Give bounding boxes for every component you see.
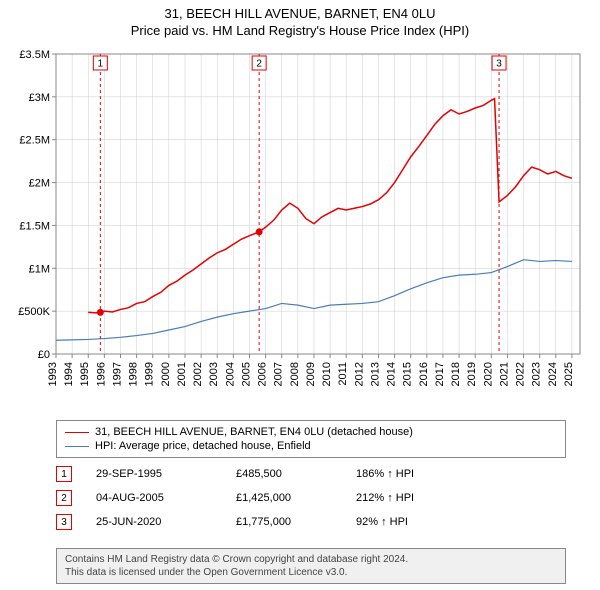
legend-item: HPI: Average price, detached house, Enfi…: [65, 439, 557, 453]
svg-text:£1M: £1M: [29, 263, 50, 275]
svg-text:2010: 2010: [321, 362, 333, 386]
legend-label: 31, BEECH HILL AVENUE, BARNET, EN4 0LU (…: [95, 426, 413, 438]
event-price: £485,500: [236, 468, 356, 480]
event-hpi: 92% ↑ HPI: [356, 516, 466, 528]
title-line1: 31, BEECH HILL AVENUE, BARNET, EN4 0LU: [0, 6, 600, 23]
chart: £0 £500K £1M £1.5M £2M £2.5M £3M £3.5M 1993 1994 1…: [0, 44, 600, 414]
svg-text:2005: 2005: [240, 362, 252, 386]
svg-text:2003: 2003: [208, 362, 220, 386]
svg-text:2012: 2012: [353, 362, 365, 386]
svg-text:1998: 1998: [128, 362, 140, 386]
svg-text:1994: 1994: [63, 362, 75, 386]
legend: 31, BEECH HILL AVENUE, BARNET, EN4 0LU (…: [56, 420, 566, 458]
svg-text:2002: 2002: [192, 362, 204, 386]
svg-text:2023: 2023: [531, 362, 543, 386]
event-row: 3 25-JUN-2020£1,775,00092% ↑ HPI: [56, 510, 566, 534]
svg-text:£2.5M: £2.5M: [19, 135, 50, 147]
svg-text:2000: 2000: [160, 362, 172, 386]
svg-text:2017: 2017: [434, 362, 446, 386]
svg-text:2021: 2021: [498, 362, 510, 386]
chart-page: 31, BEECH HILL AVENUE, BARNET, EN4 0LU P…: [0, 0, 600, 590]
chart-svg: £0 £500K £1M £1.5M £2M £2.5M £3M £3.5M 1993 1994 1…: [0, 44, 600, 414]
svg-text:2011: 2011: [337, 362, 349, 386]
svg-text:1995: 1995: [79, 362, 91, 386]
svg-text:2015: 2015: [402, 362, 414, 386]
svg-text:2020: 2020: [482, 362, 494, 386]
svg-text:£1.5M: £1.5M: [19, 220, 50, 232]
svg-text:2014: 2014: [386, 362, 398, 386]
event-date: 29-SEP-1995: [96, 468, 236, 480]
event-date: 04-AUG-2005: [96, 492, 236, 504]
svg-text:2: 2: [256, 59, 262, 70]
svg-text:2001: 2001: [176, 362, 188, 386]
svg-text:£0: £0: [38, 349, 50, 361]
event-row: 2 04-AUG-2005£1,425,000212% ↑ HPI: [56, 486, 566, 510]
legend-item: 31, BEECH HILL AVENUE, BARNET, EN4 0LU (…: [65, 425, 557, 439]
event-date: 25-JUN-2020: [96, 516, 236, 528]
svg-text:2008: 2008: [289, 362, 301, 386]
event-marker: 1: [56, 466, 72, 482]
svg-text:2004: 2004: [224, 362, 236, 386]
svg-text:2016: 2016: [418, 362, 430, 386]
svg-text:1997: 1997: [111, 362, 123, 386]
svg-text:2013: 2013: [369, 362, 381, 386]
svg-text:1996: 1996: [95, 362, 107, 386]
svg-text:2022: 2022: [515, 362, 527, 386]
svg-text:£2M: £2M: [29, 178, 50, 190]
svg-text:2025: 2025: [563, 362, 575, 386]
svg-text:2009: 2009: [305, 362, 317, 386]
svg-text:1: 1: [98, 59, 104, 70]
legend-swatch: [65, 446, 89, 447]
legend-swatch: [65, 432, 89, 433]
svg-text:2019: 2019: [466, 362, 478, 386]
svg-text:£500K: £500K: [18, 306, 50, 318]
event-hpi: 212% ↑ HPI: [356, 492, 466, 504]
svg-text:2024: 2024: [547, 362, 559, 386]
event-hpi: 186% ↑ HPI: [356, 468, 466, 480]
event-marker: 3: [56, 514, 72, 530]
event-price: £1,775,000: [236, 516, 356, 528]
svg-text:2007: 2007: [273, 362, 285, 386]
svg-text:£3M: £3M: [29, 92, 50, 104]
events-table: 1 29-SEP-1995£485,500186% ↑ HPI 2 04-AUG-20…: [56, 462, 566, 534]
svg-text:2018: 2018: [450, 362, 462, 386]
svg-text:1999: 1999: [144, 362, 156, 386]
legend-label: HPI: Average price, detached house, Enfi…: [95, 440, 311, 452]
svg-text:£3.5M: £3.5M: [19, 49, 50, 61]
svg-text:3: 3: [496, 59, 502, 70]
footer-line2: This data is licensed under the Open Gov…: [65, 566, 557, 579]
title-line2: Price paid vs. HM Land Registry's House …: [0, 23, 600, 40]
chart-title: 31, BEECH HILL AVENUE, BARNET, EN4 0LU P…: [0, 0, 600, 40]
svg-text:1993: 1993: [47, 362, 59, 386]
event-marker: 2: [56, 490, 72, 506]
event-row: 1 29-SEP-1995£485,500186% ↑ HPI: [56, 462, 566, 486]
footer-line1: Contains HM Land Registry data © Crown c…: [65, 553, 557, 566]
footer-attribution: Contains HM Land Registry data © Crown c…: [56, 548, 566, 584]
svg-text:2006: 2006: [257, 362, 269, 386]
event-price: £1,425,000: [236, 492, 356, 504]
